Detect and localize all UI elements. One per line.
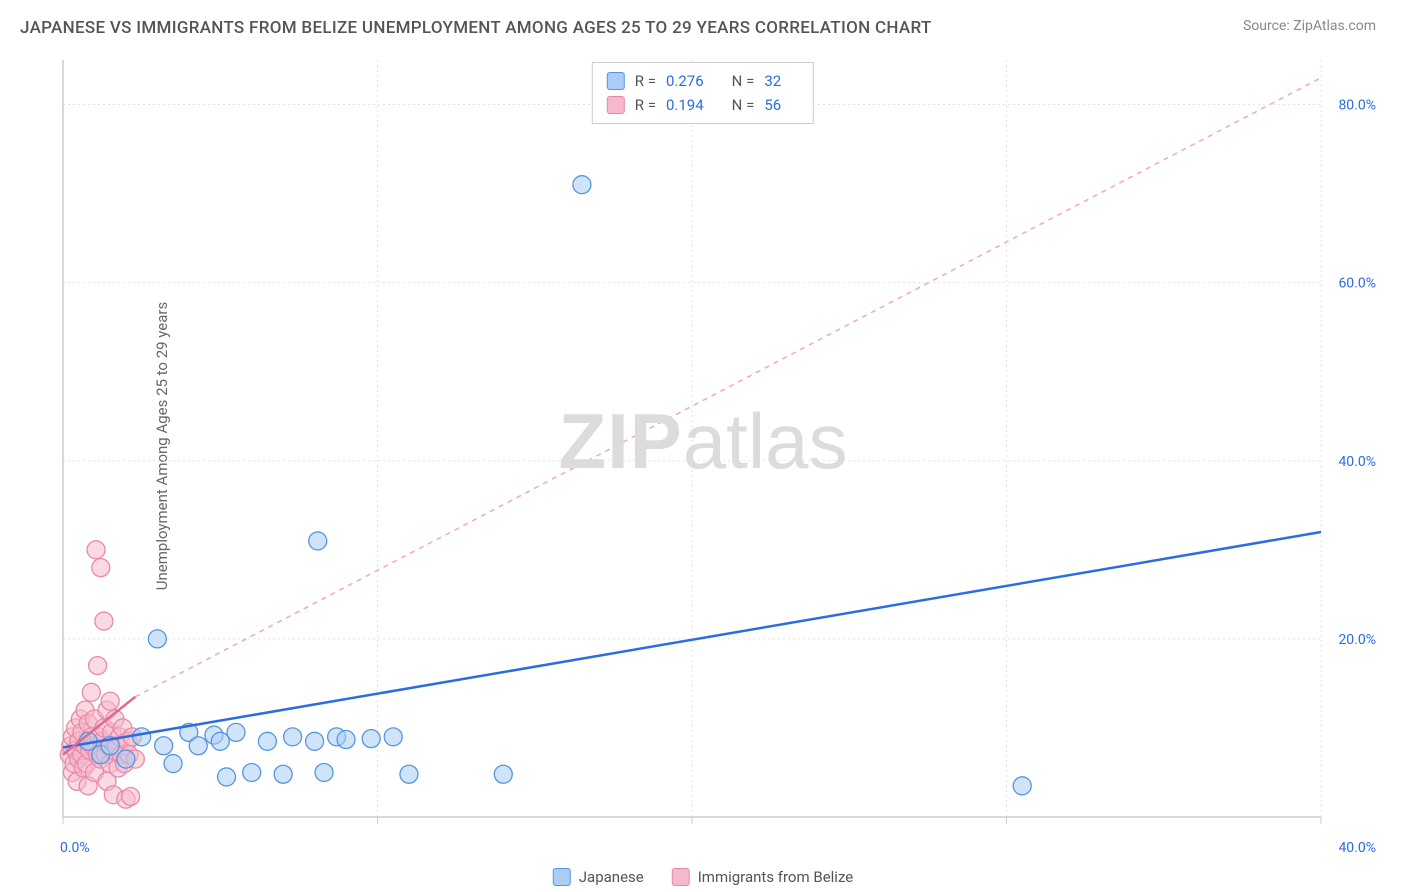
- n-label: N =: [732, 93, 755, 117]
- legend-item: Immigrants from Belize: [672, 868, 854, 886]
- r-value: 0.276: [666, 69, 704, 93]
- legend-swatch: [607, 96, 625, 114]
- legend-label: Immigrants from Belize: [698, 868, 854, 886]
- legend-swatch: [672, 868, 690, 886]
- r-label: R =: [635, 69, 656, 93]
- n-value: 56: [764, 93, 781, 117]
- svg-text:40.0%: 40.0%: [1338, 454, 1376, 470]
- chart-area: 20.0% 40.0% 60.0% 80.0% 0.0% 40.0%: [55, 55, 1391, 867]
- svg-text:20.0%: 20.0%: [1338, 632, 1376, 648]
- correlation-legend: R = 0.276 N = 32 R = 0.194 N = 56: [592, 62, 814, 124]
- n-value: 32: [764, 69, 781, 93]
- svg-text:60.0%: 60.0%: [1338, 276, 1376, 292]
- legend-label: Japanese: [579, 868, 644, 886]
- legend-row: R = 0.276 N = 32: [607, 69, 799, 93]
- series-legend: Japanese Immigrants from Belize: [553, 868, 853, 886]
- legend-row: R = 0.194 N = 56: [607, 93, 799, 117]
- n-label: N =: [732, 69, 755, 93]
- svg-text:80.0%: 80.0%: [1338, 98, 1376, 114]
- legend-item: Japanese: [553, 868, 644, 886]
- legend-swatch: [553, 868, 571, 886]
- legend-swatch: [607, 72, 625, 90]
- r-label: R =: [635, 93, 656, 117]
- svg-text:40.0%: 40.0%: [1338, 840, 1376, 856]
- source-attribution: Source: ZipAtlas.com: [1243, 18, 1376, 34]
- svg-text:0.0%: 0.0%: [60, 840, 90, 856]
- r-value: 0.194: [666, 93, 704, 117]
- chart-title: JAPANESE VS IMMIGRANTS FROM BELIZE UNEMP…: [20, 18, 932, 38]
- chart-header: JAPANESE VS IMMIGRANTS FROM BELIZE UNEMP…: [0, 0, 1406, 48]
- scatter-chart: 20.0% 40.0% 60.0% 80.0% 0.0% 40.0%: [55, 55, 1391, 867]
